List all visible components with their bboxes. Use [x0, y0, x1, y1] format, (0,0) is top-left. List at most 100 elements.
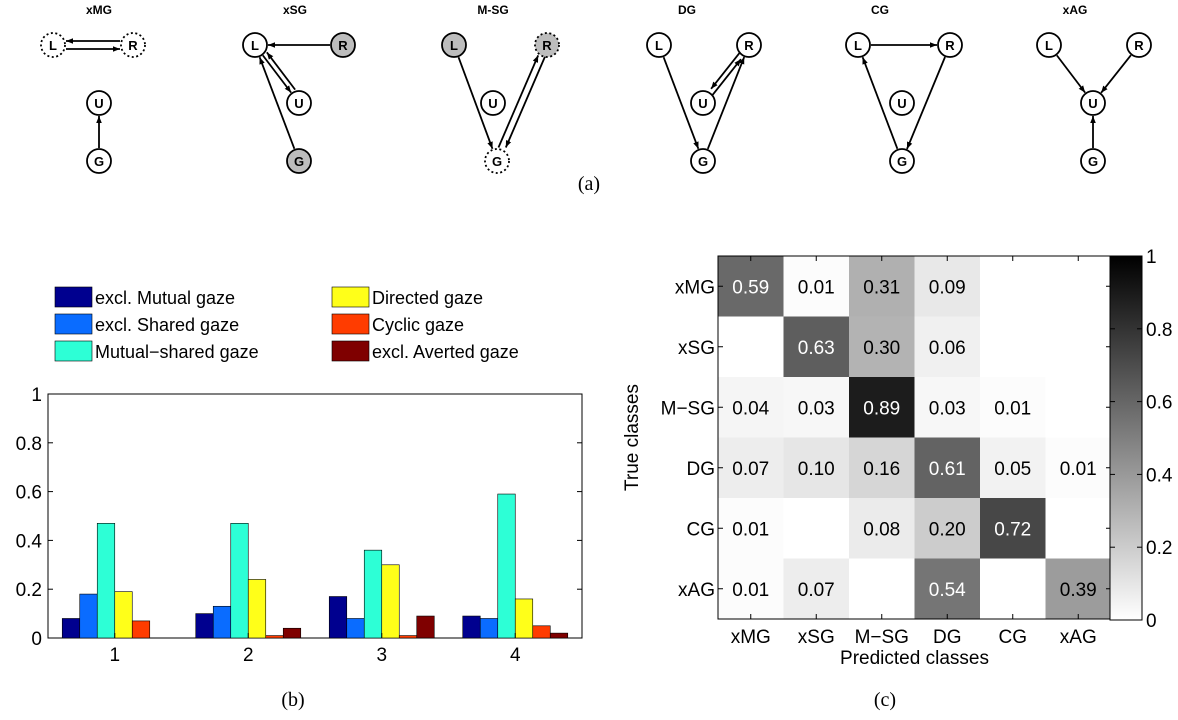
- node-u: [889, 90, 915, 116]
- bar-plot-frame: [47, 393, 583, 639]
- matrix-cell: [914, 558, 980, 619]
- gaze-diagram-title: xMG: [86, 3, 112, 17]
- colorbar-tick-label: 0.8: [1146, 320, 1172, 341]
- matrix-cell: [783, 437, 849, 498]
- bar-xag-3: [416, 615, 435, 639]
- matrix-cell-value: 0.03: [929, 398, 966, 419]
- gaze-arrow: [662, 56, 700, 150]
- matrix-cell: [914, 316, 980, 377]
- matrix-cell-value: 0.89: [863, 398, 900, 419]
- legend-label: Mutual−shared gaze: [95, 342, 259, 362]
- bar-dg-4: [514, 598, 534, 639]
- matrix-cell: [849, 437, 915, 498]
- node-u: [690, 90, 716, 116]
- matrix-cell: [1045, 558, 1111, 619]
- gaze-arrow: [258, 56, 296, 150]
- node-u: [480, 90, 506, 116]
- matrix-cell-value: 0.04: [732, 398, 769, 419]
- matrix-cell: [980, 256, 1046, 317]
- matrix-cell-value: 0.16: [863, 459, 900, 480]
- colorbar: [1109, 255, 1143, 621]
- matrix-cell: [1045, 437, 1111, 498]
- bar-cg-3: [398, 635, 418, 639]
- node-l: [1036, 32, 1062, 58]
- legend-item-m-sg: Mutual−shared gaze: [54, 340, 259, 362]
- x-axis-title: Predicted classes: [840, 648, 989, 669]
- node-g: [286, 148, 312, 174]
- row-label: CG: [687, 519, 716, 540]
- matrix-cell-value: 0.03: [798, 398, 835, 419]
- x-tick-label: 1: [109, 645, 120, 666]
- legend-swatch: [54, 340, 93, 362]
- node-g: [690, 148, 716, 174]
- row-label: xSG: [678, 338, 715, 359]
- matrix-cell: [980, 316, 1046, 377]
- bar-dg-1: [114, 591, 133, 639]
- node-label: L: [1045, 38, 1053, 53]
- gaze-diagram-title: xAG: [1063, 3, 1088, 17]
- colorbar-tick-label: 0: [1146, 611, 1157, 632]
- node-label: U: [698, 96, 707, 111]
- node-g: [86, 148, 112, 174]
- x-tick-label: 4: [510, 645, 521, 666]
- gaze-diagram-title: DG: [678, 3, 696, 17]
- colorbar-tick-label: 1: [1146, 247, 1157, 268]
- y-tick-label: 1: [31, 385, 42, 406]
- legend-swatch: [331, 313, 370, 335]
- node-label: R: [128, 38, 138, 53]
- column-label: xSG: [798, 627, 835, 648]
- panel-a-label: (a): [578, 173, 600, 195]
- node-r: [534, 32, 560, 58]
- colorbar-tick-label: 0.4: [1146, 465, 1173, 486]
- node-label: G: [897, 154, 907, 169]
- gaze-diagram-m-sg: M-SG L R U G: [441, 3, 560, 174]
- bar-xsg-4: [479, 618, 499, 639]
- x-tick-label: 3: [376, 645, 387, 666]
- matrix-cell: [849, 377, 915, 438]
- gaze-arrow: [262, 54, 292, 94]
- legend-item-cg: Cyclic gaze: [331, 313, 464, 335]
- matrix-cell-value: 0.39: [1060, 580, 1097, 601]
- gaze-diagram-xmg: xMG L R U G: [40, 3, 146, 174]
- matrix-cell: [1045, 377, 1111, 438]
- y-tick-label: 0.2: [16, 580, 42, 601]
- node-l: [646, 32, 672, 58]
- legend-label: excl. Shared gaze: [95, 315, 239, 335]
- bar-m-sg-4: [497, 493, 516, 639]
- matrix-cell: [849, 316, 915, 377]
- bar-xmg-4: [462, 615, 481, 639]
- legend-swatch: [331, 286, 370, 308]
- panel-b-label: (b): [281, 689, 304, 711]
- matrix-cell-value: 0.72: [994, 519, 1031, 540]
- node-label: G: [492, 154, 502, 169]
- legend-swatch: [54, 286, 93, 308]
- node-label: G: [1088, 154, 1098, 169]
- column-label: xAG: [1060, 627, 1097, 648]
- node-label: L: [251, 38, 259, 53]
- bar-xsg-2: [212, 605, 232, 639]
- matrix-cell: [718, 316, 784, 377]
- y-tick-label: 0.4: [16, 531, 43, 552]
- node-g: [484, 148, 510, 174]
- confusion-matrix-panel: 0.59 0.01 0.31 0.09 0.63 0.30 0.06 0.04 0.03 0.89…: [622, 247, 1173, 669]
- matrix-cell: [718, 558, 784, 619]
- gaze-arrow: [1056, 54, 1086, 94]
- matrix-cell: [783, 316, 849, 377]
- node-label: R: [542, 38, 552, 53]
- legend-label: Cyclic gaze: [372, 315, 464, 335]
- gaze-arrow: [710, 50, 742, 90]
- node-r: [330, 32, 356, 58]
- node-label: U: [1088, 96, 1097, 111]
- node-u: [1080, 90, 1106, 116]
- gaze-arrow: [1100, 54, 1132, 94]
- matrix-cell: [980, 558, 1046, 619]
- bar-cg-4: [532, 625, 551, 639]
- node-r: [937, 32, 963, 58]
- matrix-cell-value: 0.31: [863, 277, 900, 298]
- gaze-arrow: [504, 54, 547, 148]
- matrix-cell-value: 0.07: [798, 580, 835, 601]
- bar-xsg-1: [79, 593, 98, 639]
- matrix-cell-value: 0.59: [732, 277, 769, 298]
- column-label: xMG: [731, 627, 771, 648]
- matrix-cell-value: 0.01: [732, 519, 769, 540]
